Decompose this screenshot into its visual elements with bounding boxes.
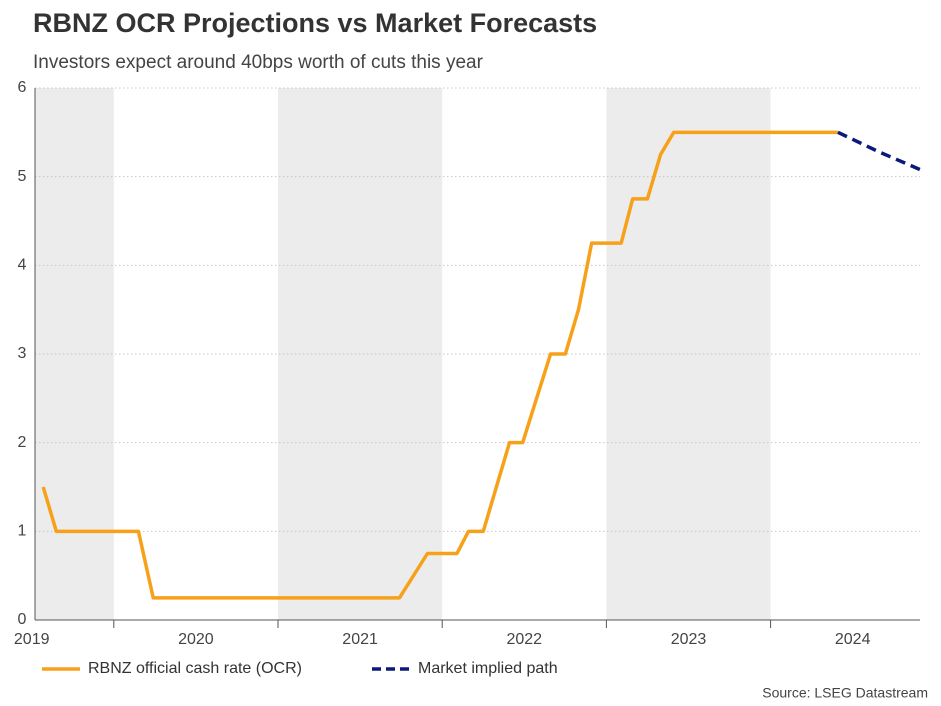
x-tick-label: 2022: [506, 631, 542, 648]
y-tick-label: 4: [18, 257, 27, 274]
x-tick-label: 2020: [178, 631, 214, 648]
year-band: [35, 88, 114, 620]
y-tick-label: 3: [18, 345, 27, 362]
series-line: [837, 130, 921, 172]
y-tick-label: 6: [18, 79, 27, 96]
legend-label: RBNZ official cash rate (OCR): [88, 660, 302, 677]
legend-label: Market implied path: [418, 660, 558, 677]
x-tick-label: 2021: [342, 631, 378, 648]
x-tick-label: 2023: [671, 631, 707, 648]
y-tick-label: 1: [18, 523, 27, 540]
chart-title: RBNZ OCR Projections vs Market Forecasts: [33, 8, 597, 38]
chart-subtitle: Investors expect around 40bps worth of c…: [33, 52, 484, 73]
series-line: [41, 130, 838, 600]
x-tick-label: 2019: [14, 631, 50, 648]
y-tick-label: 2: [18, 434, 27, 451]
y-tick-label: 0: [18, 611, 27, 628]
y-tick-label: 5: [18, 168, 27, 185]
source: Source: LSEG Datastream: [762, 685, 928, 701]
x-tick-label: 2024: [835, 631, 871, 648]
